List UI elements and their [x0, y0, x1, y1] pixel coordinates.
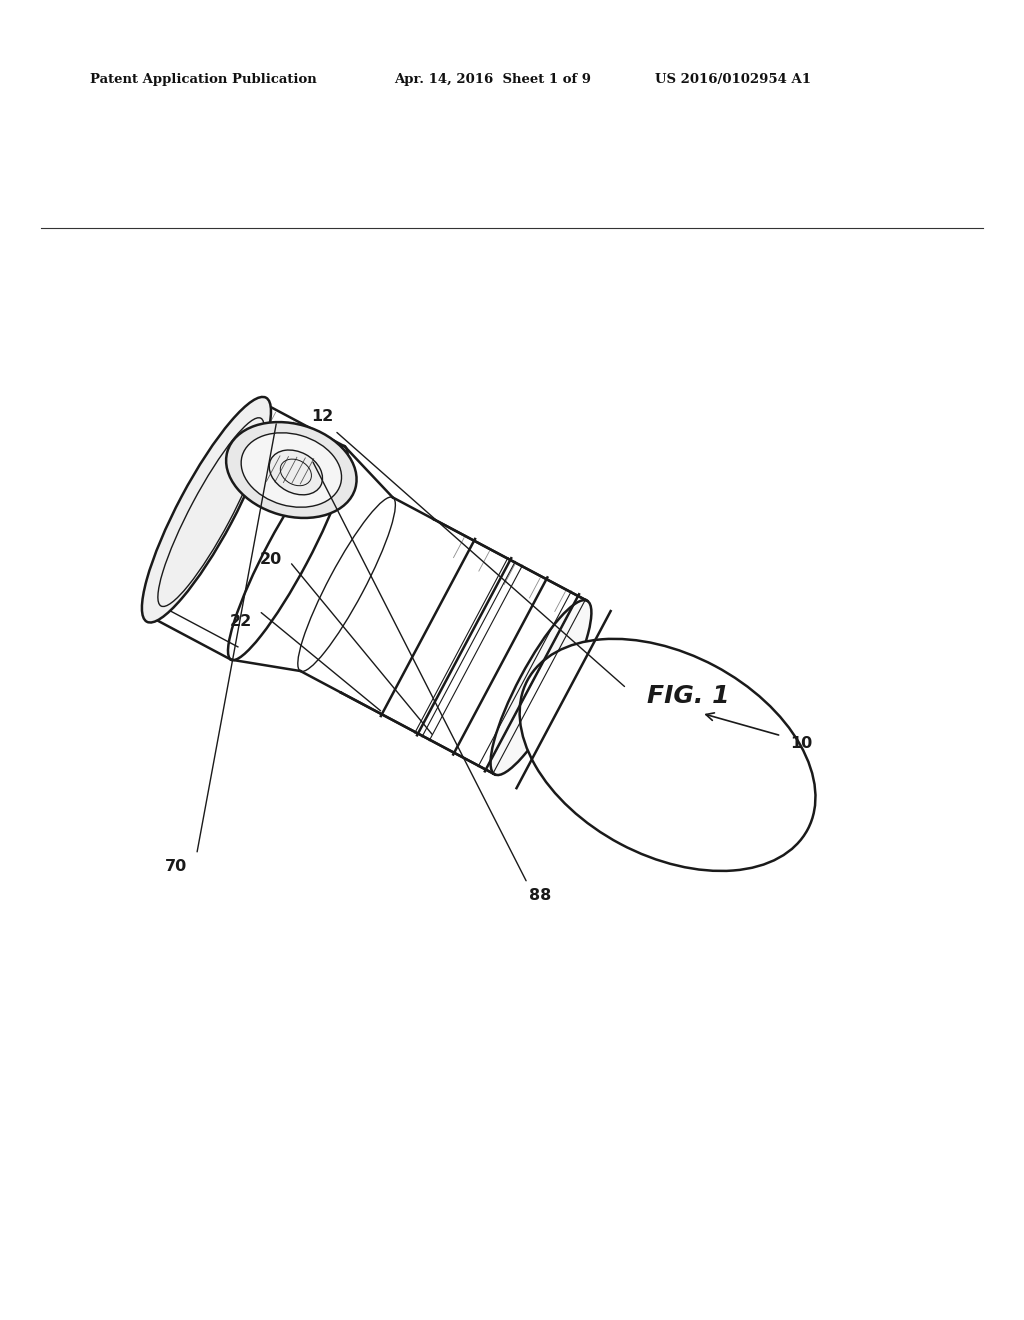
- Text: 88: 88: [528, 888, 551, 903]
- Ellipse shape: [142, 397, 271, 623]
- Text: 20: 20: [260, 552, 283, 568]
- Ellipse shape: [519, 639, 815, 871]
- Text: Apr. 14, 2016  Sheet 1 of 9: Apr. 14, 2016 Sheet 1 of 9: [394, 73, 591, 86]
- Ellipse shape: [241, 433, 342, 507]
- Text: 12: 12: [311, 409, 334, 424]
- Text: 10: 10: [791, 737, 813, 751]
- Ellipse shape: [226, 422, 356, 517]
- Text: US 2016/0102954 A1: US 2016/0102954 A1: [655, 73, 811, 86]
- Ellipse shape: [490, 601, 592, 775]
- Text: 70: 70: [165, 859, 187, 874]
- Text: 22: 22: [229, 614, 252, 628]
- Text: FIG. 1: FIG. 1: [647, 684, 729, 708]
- Text: Patent Application Publication: Patent Application Publication: [90, 73, 316, 86]
- Ellipse shape: [269, 450, 323, 495]
